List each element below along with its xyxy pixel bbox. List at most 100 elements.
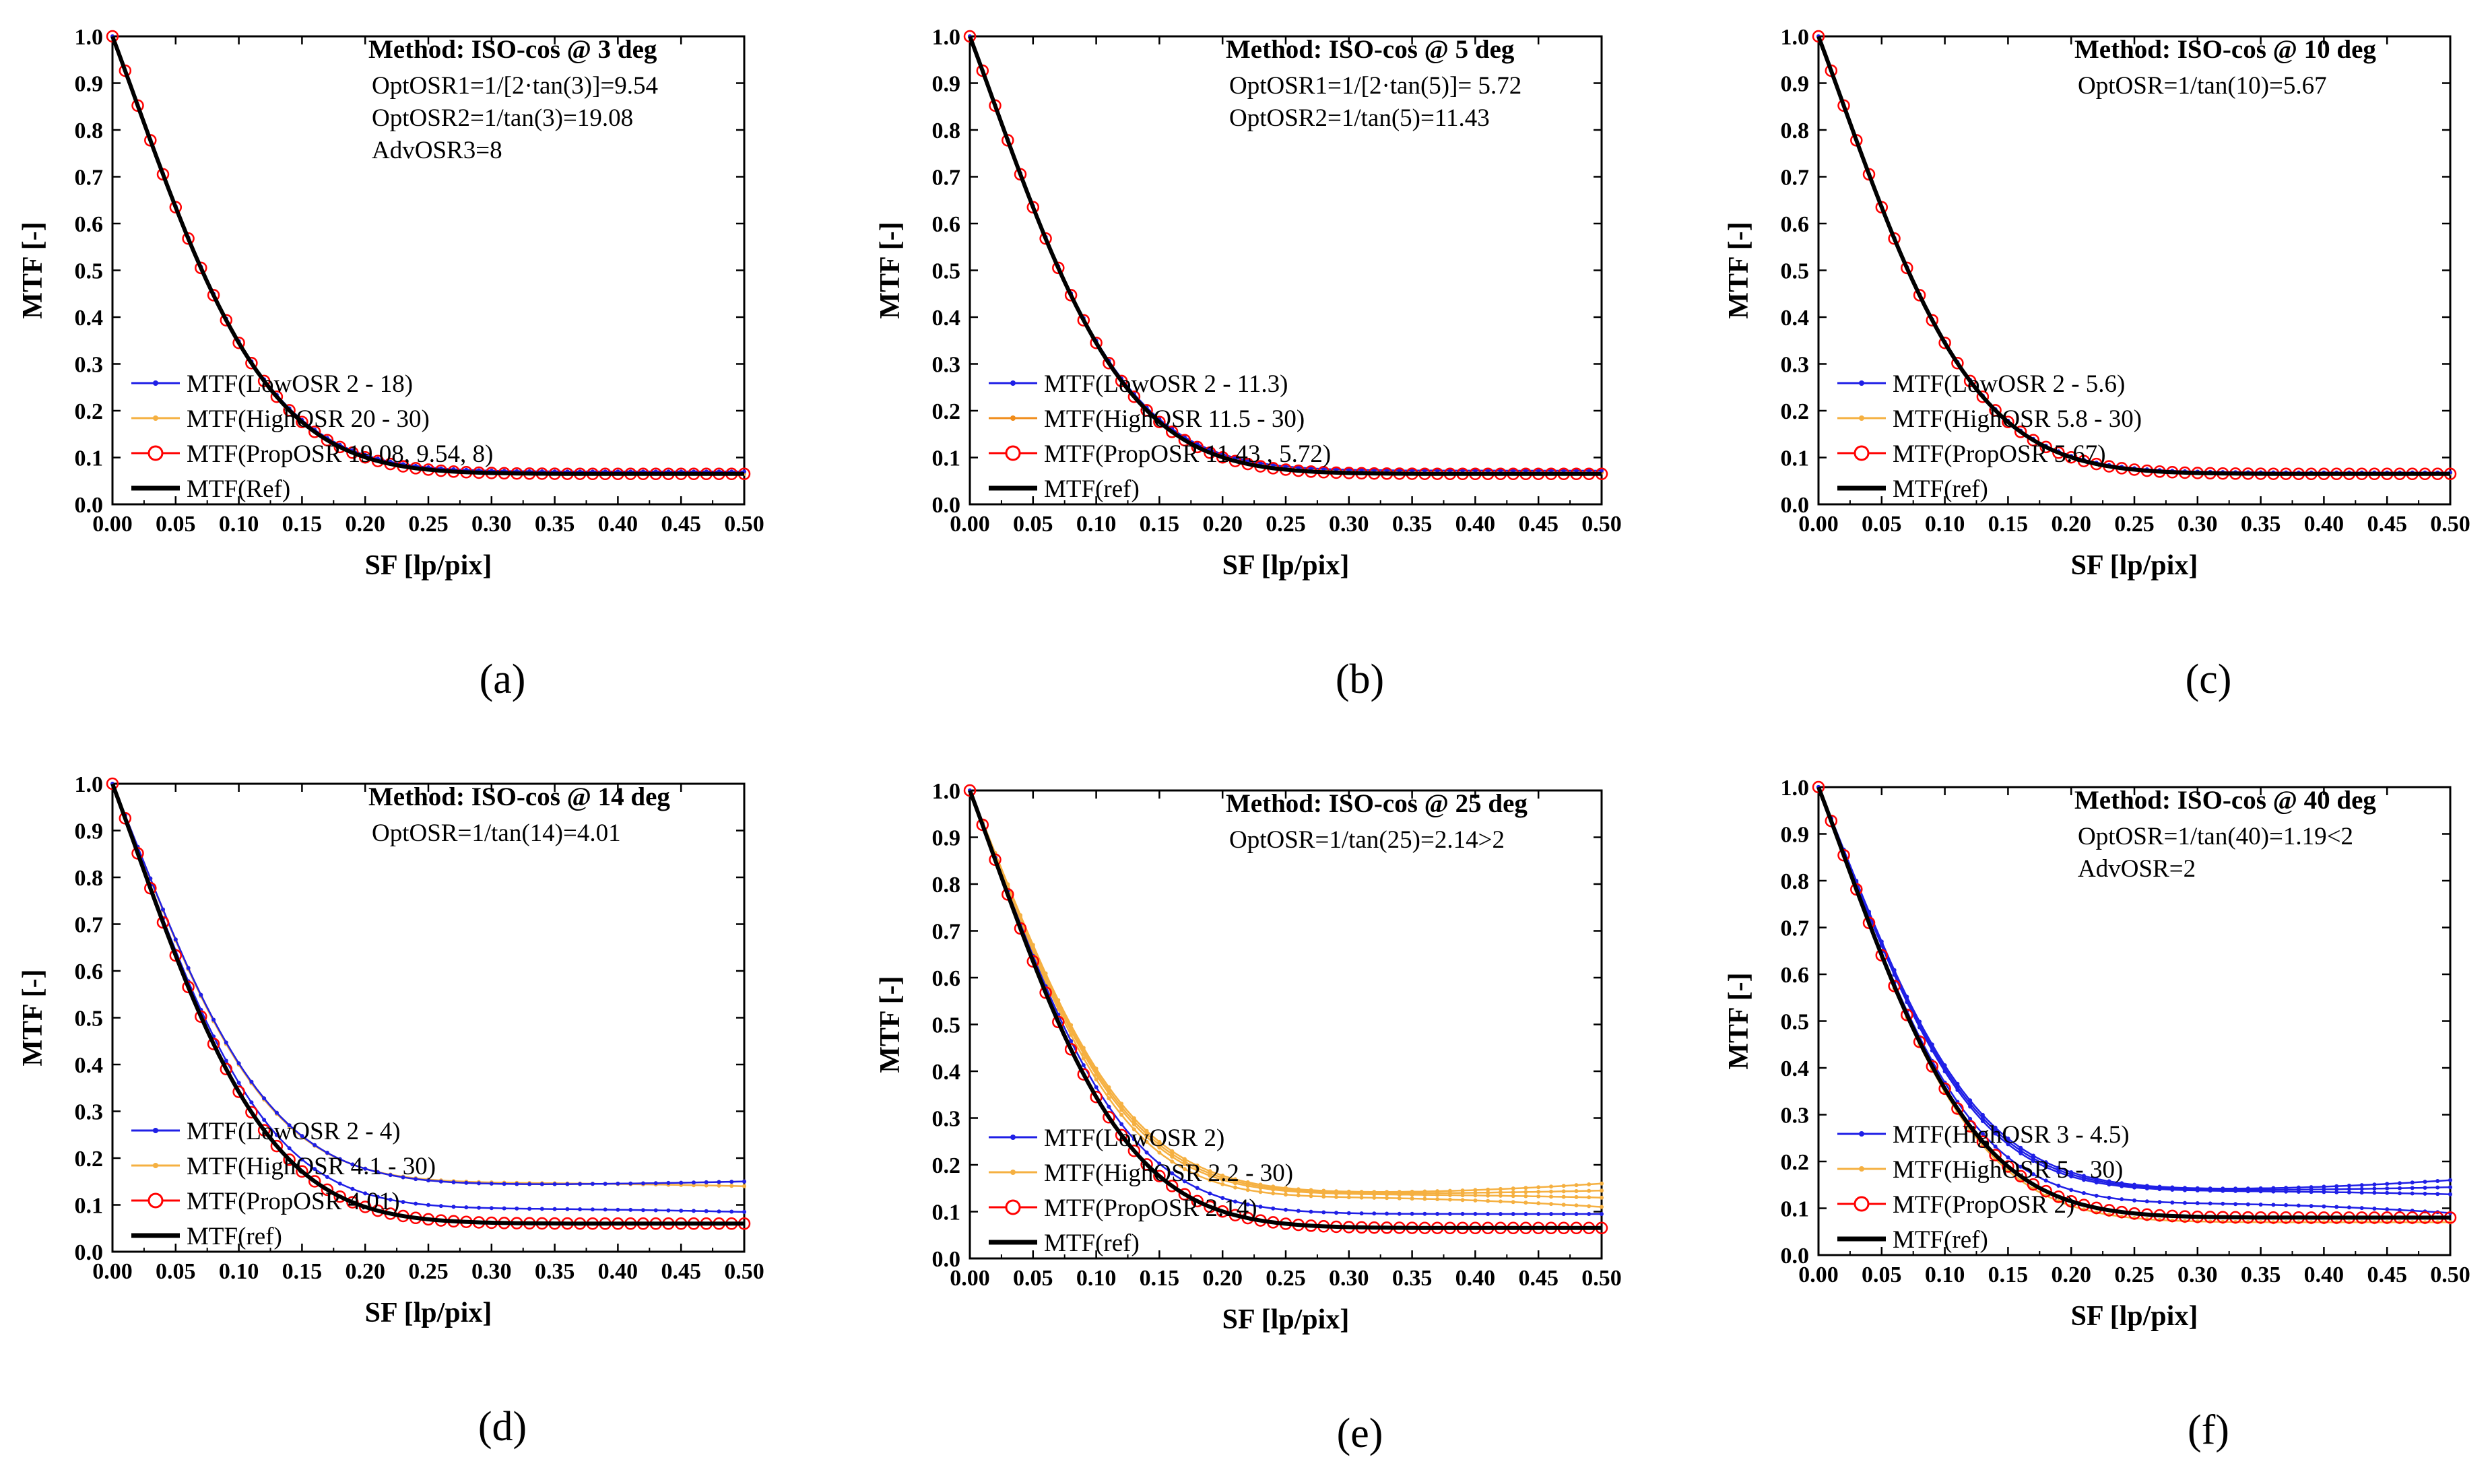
low-marker [376, 1170, 380, 1174]
low-marker [2322, 1204, 2326, 1209]
low-marker [287, 1123, 292, 1128]
y-tick-label: 0.6 [75, 959, 104, 984]
high-marker [1561, 1194, 1566, 1199]
prop-marker [182, 232, 195, 245]
prop-marker [1165, 426, 1179, 438]
low-marker [1460, 1211, 1465, 1216]
low-marker [2347, 1183, 2351, 1188]
y-tick-label: 0.9 [1781, 72, 1810, 97]
low-marker [2208, 1188, 2212, 1193]
low-marker [1523, 1212, 1528, 1216]
low-marker [1258, 461, 1263, 465]
legend-marker [153, 415, 158, 421]
low-marker [148, 876, 153, 881]
low-marker [1905, 1000, 1909, 1005]
ref-line [1816, 786, 2450, 1220]
low-marker [2233, 1188, 2238, 1193]
x-tick-label: 0.30 [2177, 512, 2218, 537]
high-marker [742, 1184, 746, 1188]
y-tick-label: 0.8 [932, 119, 961, 143]
low-marker [679, 1209, 684, 1213]
high-marker [1600, 1195, 1604, 1200]
low-marker [249, 1100, 254, 1105]
y-tick-label: 1.0 [1781, 25, 1810, 50]
low-marker [2372, 1182, 2377, 1187]
prop-marker [220, 314, 233, 327]
legend-marker [153, 1128, 158, 1133]
low-marker [641, 1208, 645, 1213]
x-tick-label: 0.20 [1202, 1266, 1243, 1291]
high-marker [1144, 1135, 1149, 1139]
low-marker [236, 1061, 241, 1066]
prop-marker [1901, 261, 1913, 275]
legend-label: MTF(HighOSR 5 - 30) [1893, 1156, 2123, 1184]
prop-marker [1140, 404, 1153, 417]
series-ref [1816, 35, 2450, 476]
y-tick-label: 1.0 [75, 772, 104, 797]
low-marker [477, 1205, 481, 1210]
y-tick-label: 0.9 [932, 72, 961, 97]
x-tick-label: 0.05 [1013, 1266, 1053, 1291]
y-tick-label: 0.7 [75, 166, 104, 191]
low-marker [2056, 1170, 2061, 1175]
y-axis-label: MTF [-] [1724, 222, 1755, 318]
x-tick-label: 0.35 [2241, 512, 2281, 537]
low-marker [2006, 1155, 2010, 1159]
low-marker [628, 1207, 633, 1212]
low-marker [1195, 1186, 1200, 1190]
high-marker [1549, 1202, 1553, 1207]
high-marker [1549, 1189, 1553, 1194]
prop-marker [1064, 289, 1078, 302]
series-low [968, 788, 1604, 1216]
low-marker [2056, 1184, 2061, 1188]
legend-item: MTF(HighOSR 11.5 - 30) [989, 405, 1305, 433]
method-title: Method: ISO-cos @ 25 deg [1226, 789, 1528, 818]
low-marker [1980, 1119, 1985, 1123]
low-marker [679, 1180, 684, 1185]
low-marker [729, 1209, 734, 1214]
low-marker [451, 1205, 456, 1209]
method-title: Method: ISO-cos @ 3 deg [368, 35, 657, 64]
high-marker [1258, 1190, 1263, 1194]
prop-marker [1052, 261, 1065, 275]
prop-marker [2039, 440, 2052, 454]
legend-item: MTF(LowOSR 2) [989, 1124, 1224, 1152]
prop-marker [195, 1010, 207, 1023]
low-marker [552, 1207, 557, 1211]
high-marker [1334, 1191, 1338, 1196]
x-tick-label: 0.00 [950, 512, 990, 537]
y-tick-label: 0.8 [75, 119, 104, 143]
low-marker [2157, 1200, 2162, 1205]
low-marker [603, 1207, 608, 1212]
y-tick-label: 0.4 [75, 1053, 104, 1078]
legend-item: MTF(PropOSR 2.14) [989, 1194, 1257, 1222]
y-tick-label: 0.5 [1781, 259, 1810, 284]
low-marker [2019, 1164, 2023, 1169]
y-tick-label: 0.6 [932, 212, 961, 237]
high-marker [1561, 1184, 1566, 1188]
low-marker [1523, 469, 1528, 473]
legend-item: MTF(ref) [1837, 475, 1988, 503]
low-marker [2120, 1197, 2124, 1202]
y-tick-label: 0.3 [75, 353, 104, 378]
x-tick-label: 0.20 [2051, 1262, 2091, 1287]
low-marker [1346, 1211, 1351, 1215]
method-note: OptOSR=1/tan(25)=2.14>2 [1229, 826, 1505, 854]
high-marker [1271, 1187, 1276, 1192]
low-marker [2410, 1191, 2415, 1196]
x-tick-label: 0.10 [1925, 512, 1965, 537]
method-note: OptOSR2=1/tan(5)=11.43 [1229, 104, 1490, 132]
panel-caption: (c) [2186, 656, 2232, 702]
x-tick-label: 0.35 [535, 1259, 575, 1284]
x-tick-label: 0.05 [1013, 512, 1053, 537]
prop-marker [1077, 314, 1090, 327]
y-tick-label: 0.4 [1781, 1056, 1810, 1081]
high-marker [1296, 1193, 1301, 1198]
x-tick-label: 0.05 [1862, 512, 1902, 537]
low-marker [502, 1182, 506, 1186]
low-marker [603, 1182, 608, 1186]
high-marker [1284, 1192, 1288, 1197]
low-marker [451, 1180, 456, 1184]
y-tick-label: 0.0 [1781, 493, 1810, 518]
low-marker [426, 1203, 430, 1207]
